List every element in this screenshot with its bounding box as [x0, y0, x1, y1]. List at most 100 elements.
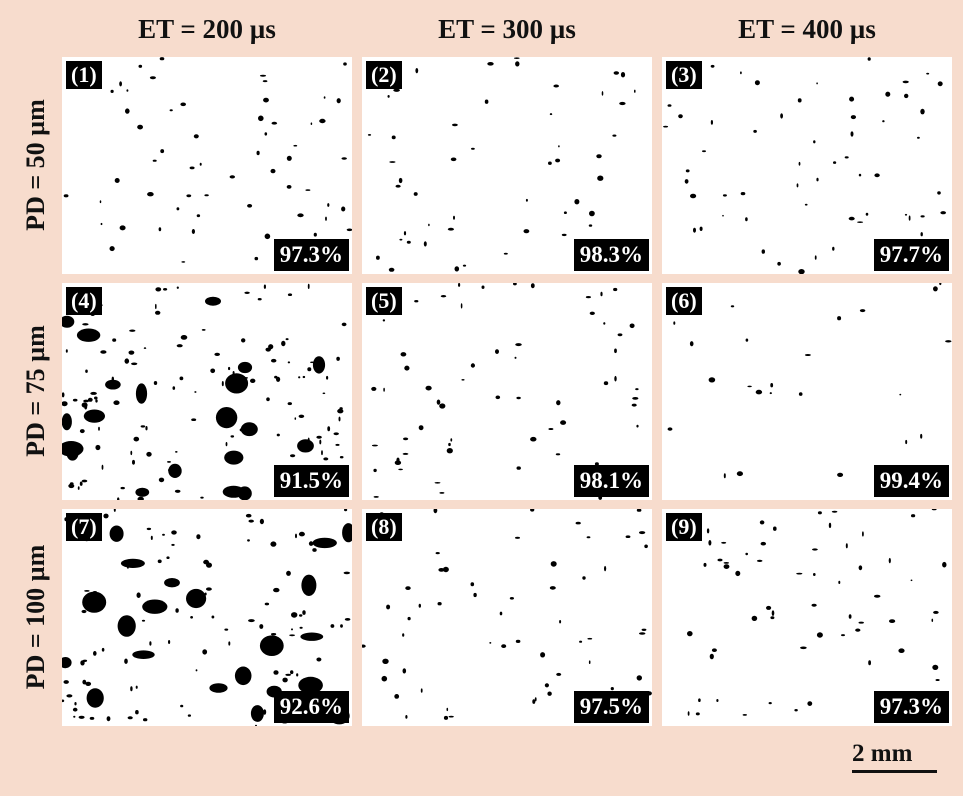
pore [177, 344, 183, 347]
pore [816, 178, 818, 182]
pore [855, 629, 860, 632]
pore [685, 179, 689, 184]
pore [403, 438, 408, 441]
pore [805, 204, 808, 206]
pore [319, 119, 325, 123]
pore [132, 650, 154, 659]
pore [274, 376, 277, 379]
pore [531, 283, 535, 288]
pore [79, 716, 85, 719]
pore [724, 562, 729, 564]
pore [698, 698, 701, 702]
pore [312, 548, 316, 552]
pore [709, 377, 716, 382]
pore [226, 442, 228, 446]
pore [517, 466, 521, 469]
pore [604, 566, 606, 571]
pore [291, 612, 297, 618]
pore [482, 286, 485, 289]
row-header: PD = 50 µm [21, 55, 51, 275]
pore [205, 297, 221, 306]
pore [382, 676, 388, 682]
density-label: 92.6% [274, 691, 349, 723]
pore [143, 718, 147, 721]
pore [180, 377, 184, 381]
pore [64, 194, 69, 197]
pore [287, 156, 292, 161]
pore [558, 145, 560, 147]
pore [414, 192, 418, 196]
pore [868, 57, 871, 61]
micrograph: (4)91.5% [62, 283, 352, 500]
pore [829, 523, 831, 528]
pore [62, 413, 72, 430]
pore [288, 402, 292, 405]
pore [137, 125, 143, 130]
pore [613, 288, 617, 291]
pore [293, 145, 297, 147]
pore [171, 544, 174, 546]
pore [526, 199, 528, 202]
pore [401, 352, 407, 356]
pore [832, 511, 838, 513]
pore [132, 460, 135, 465]
pore [258, 298, 262, 300]
pore [562, 234, 567, 236]
pore [177, 207, 180, 210]
pore [271, 359, 276, 363]
pore [710, 654, 714, 660]
pore [874, 595, 880, 598]
pore [340, 456, 344, 458]
pore [590, 312, 595, 315]
pore [82, 610, 87, 613]
pore [495, 349, 499, 354]
pore [87, 688, 104, 708]
pore [404, 366, 409, 371]
pore [321, 450, 323, 455]
pore [637, 509, 642, 512]
pore [307, 367, 311, 371]
pore [167, 461, 171, 463]
micrograph: (9)97.3% [662, 509, 952, 726]
pore [290, 670, 293, 674]
pore [407, 241, 411, 244]
pore [296, 673, 298, 676]
pore [885, 92, 890, 97]
pore [263, 98, 269, 103]
pore [743, 714, 747, 716]
pore [325, 217, 327, 221]
pore [298, 376, 300, 378]
pore [560, 420, 566, 425]
pore [166, 556, 169, 559]
pore [200, 497, 203, 499]
pore [134, 437, 140, 442]
pore [690, 194, 696, 199]
panel-label: (3) [666, 61, 702, 89]
pore [399, 239, 402, 241]
pore [426, 386, 432, 391]
pore [233, 371, 235, 375]
pore [939, 283, 941, 285]
pore [932, 665, 938, 670]
pore [337, 98, 341, 103]
pore [265, 234, 271, 240]
pore [587, 638, 592, 640]
pore [635, 388, 638, 390]
pore [244, 292, 249, 294]
micrograph: (5)98.1% [362, 283, 652, 500]
pore [301, 575, 316, 596]
density-label: 91.5% [274, 465, 349, 497]
pore [98, 427, 100, 431]
pore [393, 89, 400, 92]
pore [175, 451, 178, 453]
pore [371, 387, 376, 391]
pore [812, 548, 818, 550]
pore [424, 241, 427, 246]
micrograph: (1)97.3% [62, 57, 352, 274]
pore [124, 659, 128, 664]
pore [403, 453, 409, 455]
pore [555, 159, 560, 163]
pore [501, 644, 506, 648]
pore [93, 591, 98, 594]
pore [389, 161, 395, 163]
